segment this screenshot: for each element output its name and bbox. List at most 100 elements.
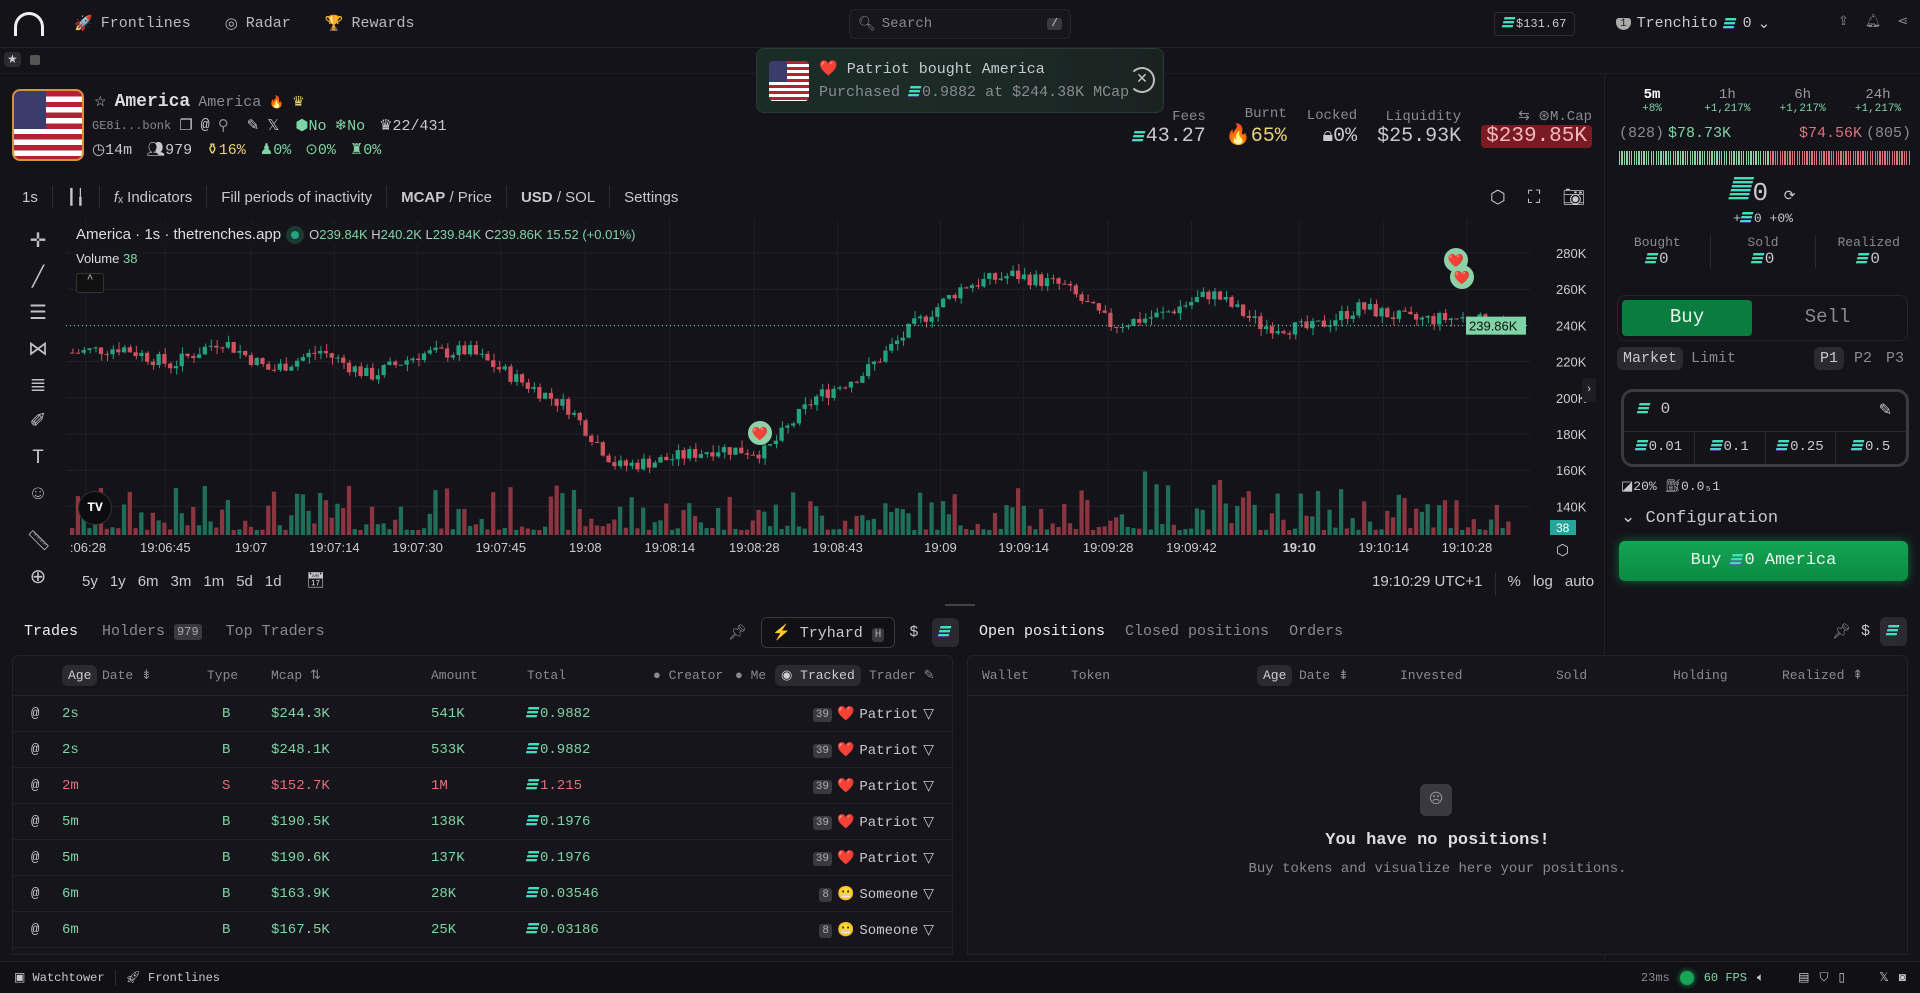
token-address[interactable]: GE8i...bonk — [92, 118, 172, 133]
token-image[interactable] — [12, 89, 84, 161]
sort-realized[interactable]: Realized ⇞ — [1782, 668, 1864, 683]
wallet-icon[interactable]: ▤ — [1798, 971, 1810, 985]
pump-icon[interactable]: @ — [200, 117, 210, 134]
range-1y[interactable]: 1y — [109, 573, 126, 590]
filter-icon[interactable]: ▽ — [923, 707, 934, 723]
scroll-right-button[interactable]: › — [1582, 378, 1596, 402]
filter-icon[interactable]: ▽ — [923, 923, 934, 939]
timeframe-6h[interactable]: 6h +1,217% — [1779, 87, 1826, 115]
mcap-price-toggle[interactable]: MCAP / Price — [401, 188, 492, 206]
table-row[interactable]: @2s B $248.1K 533K 0.9882 39 ❤️ Patriot ▽ — [13, 732, 954, 768]
upload-icon[interactable]: ⇪ — [1838, 14, 1849, 29]
buy-submit-button[interactable]: Buy 0 America — [1619, 541, 1908, 581]
bell-icon[interactable]: 🔔︎ — [1864, 14, 1882, 29]
crosshair-icon[interactable]: ✛ — [29, 231, 47, 254]
nav-radar[interactable]: ◎ Radar — [224, 15, 291, 33]
pattern-icon[interactable]: ⋈ — [28, 339, 48, 362]
collapse-legend-button[interactable]: ^ — [76, 273, 104, 293]
table-row[interactable]: @6m B $167.5K 25K 0.03186 8 😬 Someone ▽ — [13, 912, 954, 948]
settings-hex-icon[interactable]: ⬡ — [1490, 186, 1506, 207]
star-icon[interactable]: ★ — [4, 52, 21, 67]
usd-toggle[interactable]: $ — [909, 624, 919, 641]
watchtower-button[interactable]: ▣ Watchtower — [14, 971, 105, 985]
fill-inactivity-button[interactable]: Fill periods of inactivity — [221, 188, 373, 206]
search-icon[interactable]: ⚲ — [217, 118, 229, 135]
table-row[interactable]: @5m B $190.6K 137K 0.1976 39 ❤️ Patriot ▽ — [13, 840, 954, 876]
filter-me[interactable]: ● Me — [735, 668, 767, 683]
configuration-toggle[interactable]: ⌄ Configuration — [1621, 509, 1779, 528]
sell-tab[interactable]: Sell — [1804, 306, 1851, 328]
range-3m[interactable]: 3m — [170, 573, 192, 590]
tab-holders[interactable]: Holders 979 — [102, 623, 202, 640]
sort-age[interactable]: Age — [62, 665, 98, 686]
quick-amount-2[interactable]: 0.25 — [1766, 432, 1837, 464]
fullscreen-icon[interactable]: ⛶ — [1527, 186, 1541, 207]
filter-icon[interactable]: ▽ — [923, 851, 934, 867]
quick-amount-3[interactable]: 0.5 — [1836, 432, 1906, 464]
star-outline-icon[interactable]: ☆ — [94, 95, 107, 111]
usd-toggle[interactable]: $ — [1861, 623, 1871, 640]
brush-icon[interactable]: ✐ — [29, 411, 47, 434]
timeframe-24h[interactable]: 24h +1,217% — [1854, 87, 1902, 115]
chart-icon[interactable] — [30, 55, 40, 65]
indicators-button[interactable]: fₓ Indicators — [113, 188, 193, 206]
preset-p1[interactable]: P1 — [1813, 347, 1844, 370]
user-menu[interactable]: 1 Trenchito 0 ⌄ — [1616, 14, 1770, 33]
limit-tab[interactable]: Limit — [1691, 350, 1737, 367]
price-chart[interactable]: 280K 260K 240K 220K 200K 180K 160K 140K:06:28 19… — [66, 220, 1596, 575]
sort-date[interactable]: Date ⇟ — [1299, 668, 1349, 683]
pin-icon[interactable]: 📌︎ — [1832, 624, 1852, 641]
tab-closed-positions[interactable]: Closed positions — [1125, 623, 1270, 640]
range-1d[interactable]: 1d — [264, 573, 282, 590]
interval-button[interactable]: 1s — [22, 188, 38, 206]
settings-button[interactable]: Settings — [624, 188, 679, 206]
table-row[interactable]: @2s B $244.3K 541K 0.9882 39 ❤️ Patriot ▽ — [13, 696, 954, 732]
tradingview-logo[interactable]: TV — [78, 491, 112, 525]
preset-p3[interactable]: P3 — [1885, 350, 1904, 367]
amount-input[interactable]: 0 ✎ — [1624, 392, 1906, 432]
logo[interactable] — [14, 11, 44, 36]
sort-date[interactable]: Date ⇟ — [102, 668, 152, 683]
copy-icon[interactable]: ❐ — [179, 118, 193, 135]
filter-tracked[interactable]: ◉ Tracked — [775, 665, 861, 686]
camera-icon[interactable]: 📷︎ — [1562, 186, 1586, 207]
log-toggle[interactable]: log — [1532, 573, 1553, 590]
tab-trades[interactable]: Trades — [24, 623, 79, 640]
nav-frontlines[interactable]: 🚀 Frontlines — [74, 15, 191, 33]
preset-p2[interactable]: P2 — [1853, 350, 1872, 367]
candle-type-icon[interactable]: ┃╽ — [66, 189, 85, 206]
tab-open-positions[interactable]: Open positions — [979, 623, 1106, 640]
fib-icon[interactable]: ≣ — [29, 375, 47, 398]
range-1m[interactable]: 1m — [203, 573, 225, 590]
tab-orders[interactable]: Orders — [1289, 623, 1344, 640]
quick-amount-0[interactable]: 0.01 — [1624, 432, 1695, 464]
website-icon[interactable]: ✎ — [246, 118, 260, 135]
ruler-icon[interactable]: 📏︎ — [26, 531, 52, 554]
sort-age[interactable]: Age — [1257, 665, 1293, 686]
x-icon[interactable]: 𝕏 — [1879, 971, 1889, 985]
percent-toggle[interactable]: % — [1507, 573, 1521, 590]
document-icon[interactable]: ▯ — [1838, 971, 1846, 985]
filter-icon[interactable]: ▽ — [923, 887, 934, 903]
search-input[interactable]: 🔍︎ Search / — [849, 9, 1071, 39]
sol-toggle[interactable] — [1880, 617, 1908, 646]
volume-icon[interactable]: 🔈︎ — [1756, 970, 1765, 985]
wallet-balance[interactable]: $131.67 — [1494, 12, 1576, 36]
table-row[interactable]: @6m B $163.9K 28K 0.03546 8 😬 Someone ▽ — [13, 876, 954, 912]
sol-toggle[interactable] — [932, 618, 960, 647]
goto-date-icon[interactable]: 📅︎ — [306, 572, 326, 589]
x-icon[interactable]: 𝕏 — [267, 118, 280, 135]
pencil-icon[interactable]: ✎ — [1878, 402, 1892, 420]
market-tab[interactable]: Market — [1617, 347, 1684, 370]
pin-icon[interactable]: 📌︎ — [728, 625, 748, 642]
range-6m[interactable]: 6m — [137, 573, 159, 590]
trendline-icon[interactable]: ╱ — [31, 267, 45, 290]
nav-rewards[interactable]: 🏆 Rewards — [324, 15, 415, 33]
range-5d[interactable]: 5d — [236, 573, 253, 590]
timeframe-1h[interactable]: 1h +1,217% — [1704, 87, 1751, 115]
close-icon[interactable]: ✕ — [1129, 67, 1155, 93]
emoji-icon[interactable]: ☺ — [31, 483, 44, 506]
quick-amount-1[interactable]: 0.1 — [1695, 432, 1766, 464]
table-row[interactable]: @5m B $190.5K 138K 0.1976 39 ❤️ Patriot ▽ — [13, 804, 954, 840]
trade-toast[interactable]: ❤️ Patriot bought America Purchased 0.98… — [756, 48, 1164, 113]
